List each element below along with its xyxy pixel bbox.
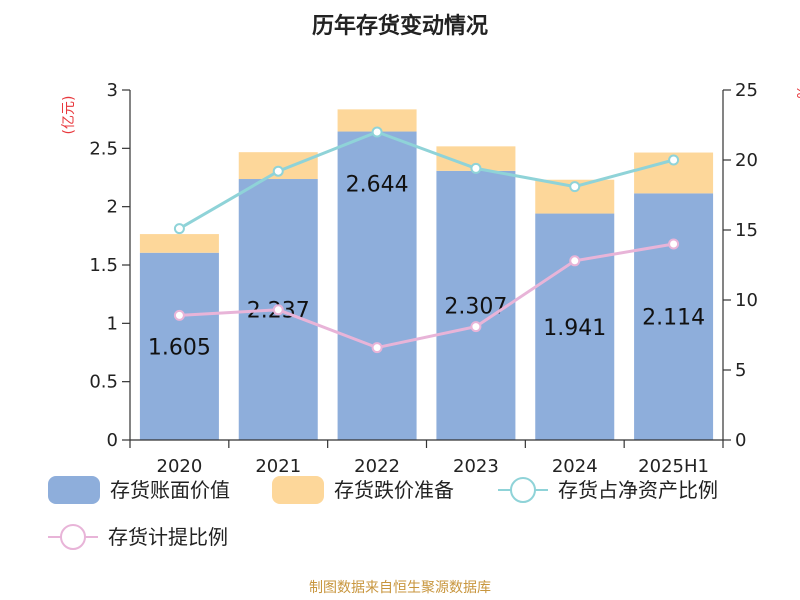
x-tick-label: 2022 bbox=[354, 456, 400, 477]
left-tick-label: 1.5 bbox=[89, 255, 118, 276]
point-share-of-net-assets bbox=[272, 165, 284, 177]
data-label: 2.644 bbox=[346, 173, 409, 198]
x-tick-label: 2023 bbox=[453, 456, 499, 477]
left-tick-label: 2.5 bbox=[89, 138, 118, 159]
legend-book-value-swatch bbox=[48, 476, 100, 504]
left-tick-label: 0.5 bbox=[89, 372, 118, 393]
point-share-of-net-assets bbox=[668, 154, 680, 166]
legend-provision-ratio-swatch-marker bbox=[60, 524, 86, 550]
bar-provision bbox=[337, 109, 417, 132]
bar-book-value bbox=[535, 213, 615, 440]
left-tick-label: 2 bbox=[107, 197, 118, 218]
point-provision-ratio bbox=[470, 321, 482, 333]
data-label: 1.941 bbox=[543, 316, 606, 341]
legend-provision-label: 存货跌价准备 bbox=[334, 478, 454, 502]
left-tick-label: 1 bbox=[107, 313, 118, 334]
line-provision-ratio bbox=[179, 242, 674, 350]
legend-provision-swatch bbox=[272, 476, 324, 504]
x-tick-label: 2025H1 bbox=[638, 456, 709, 477]
left-tick-label: 0 bbox=[107, 430, 118, 451]
left-tick-label: 3 bbox=[107, 80, 118, 101]
point-provision-ratio bbox=[371, 342, 383, 354]
source-note: 制图数据来自恒生聚源数据库 bbox=[309, 580, 491, 596]
right-tick-label: 15 bbox=[735, 220, 758, 241]
right-tick-label: 10 bbox=[735, 290, 758, 311]
chart-title: 历年存货变动情况 bbox=[312, 13, 488, 39]
point-share-of-net-assets bbox=[173, 223, 185, 235]
bar-book-value bbox=[139, 252, 219, 440]
x-tick-label: 2024 bbox=[552, 456, 598, 477]
x-tick-label: 2021 bbox=[255, 456, 301, 477]
bar-book-value bbox=[337, 131, 417, 441]
right-axis-unit: % bbox=[793, 85, 800, 98]
legend-share-of-net-assets-swatch-marker bbox=[510, 477, 536, 503]
legend-book-value-label: 存货账面价值 bbox=[110, 478, 230, 502]
point-share-of-net-assets bbox=[470, 162, 482, 174]
bar-book-value bbox=[436, 170, 516, 440]
point-share-of-net-assets bbox=[371, 126, 383, 138]
legend-provision-ratio-label: 存货计提比例 bbox=[108, 525, 228, 549]
right-tick-label: 5 bbox=[735, 360, 746, 381]
point-provision-ratio bbox=[272, 304, 284, 316]
point-provision-ratio bbox=[173, 309, 185, 321]
axes-group: 0 0.5 1 1.5 2 2.5 3 0 5 10 15 20 25 2020 2021 2022 2023 2… bbox=[89, 80, 758, 477]
line-share-of-net-assets bbox=[178, 130, 674, 230]
right-tick-label: 25 bbox=[735, 80, 758, 101]
lines-group bbox=[173, 126, 680, 354]
point-provision-ratio bbox=[668, 238, 680, 250]
x-tick-label: 2020 bbox=[157, 456, 203, 477]
right-tick-label: 20 bbox=[735, 150, 758, 171]
right-tick-label: 0 bbox=[735, 430, 746, 451]
data-label: 2.114 bbox=[642, 306, 705, 331]
point-provision-ratio bbox=[569, 255, 581, 267]
left-axis-unit: (亿元) bbox=[61, 96, 77, 135]
point-share-of-net-assets bbox=[569, 181, 581, 193]
bar-provision bbox=[139, 234, 219, 253]
data-label: 1.605 bbox=[148, 335, 211, 360]
legend-share-of-net-assets-label: 存货占净资产比例 bbox=[558, 478, 718, 502]
data-label: 2.307 bbox=[444, 294, 507, 319]
bar-book-value bbox=[634, 193, 714, 440]
